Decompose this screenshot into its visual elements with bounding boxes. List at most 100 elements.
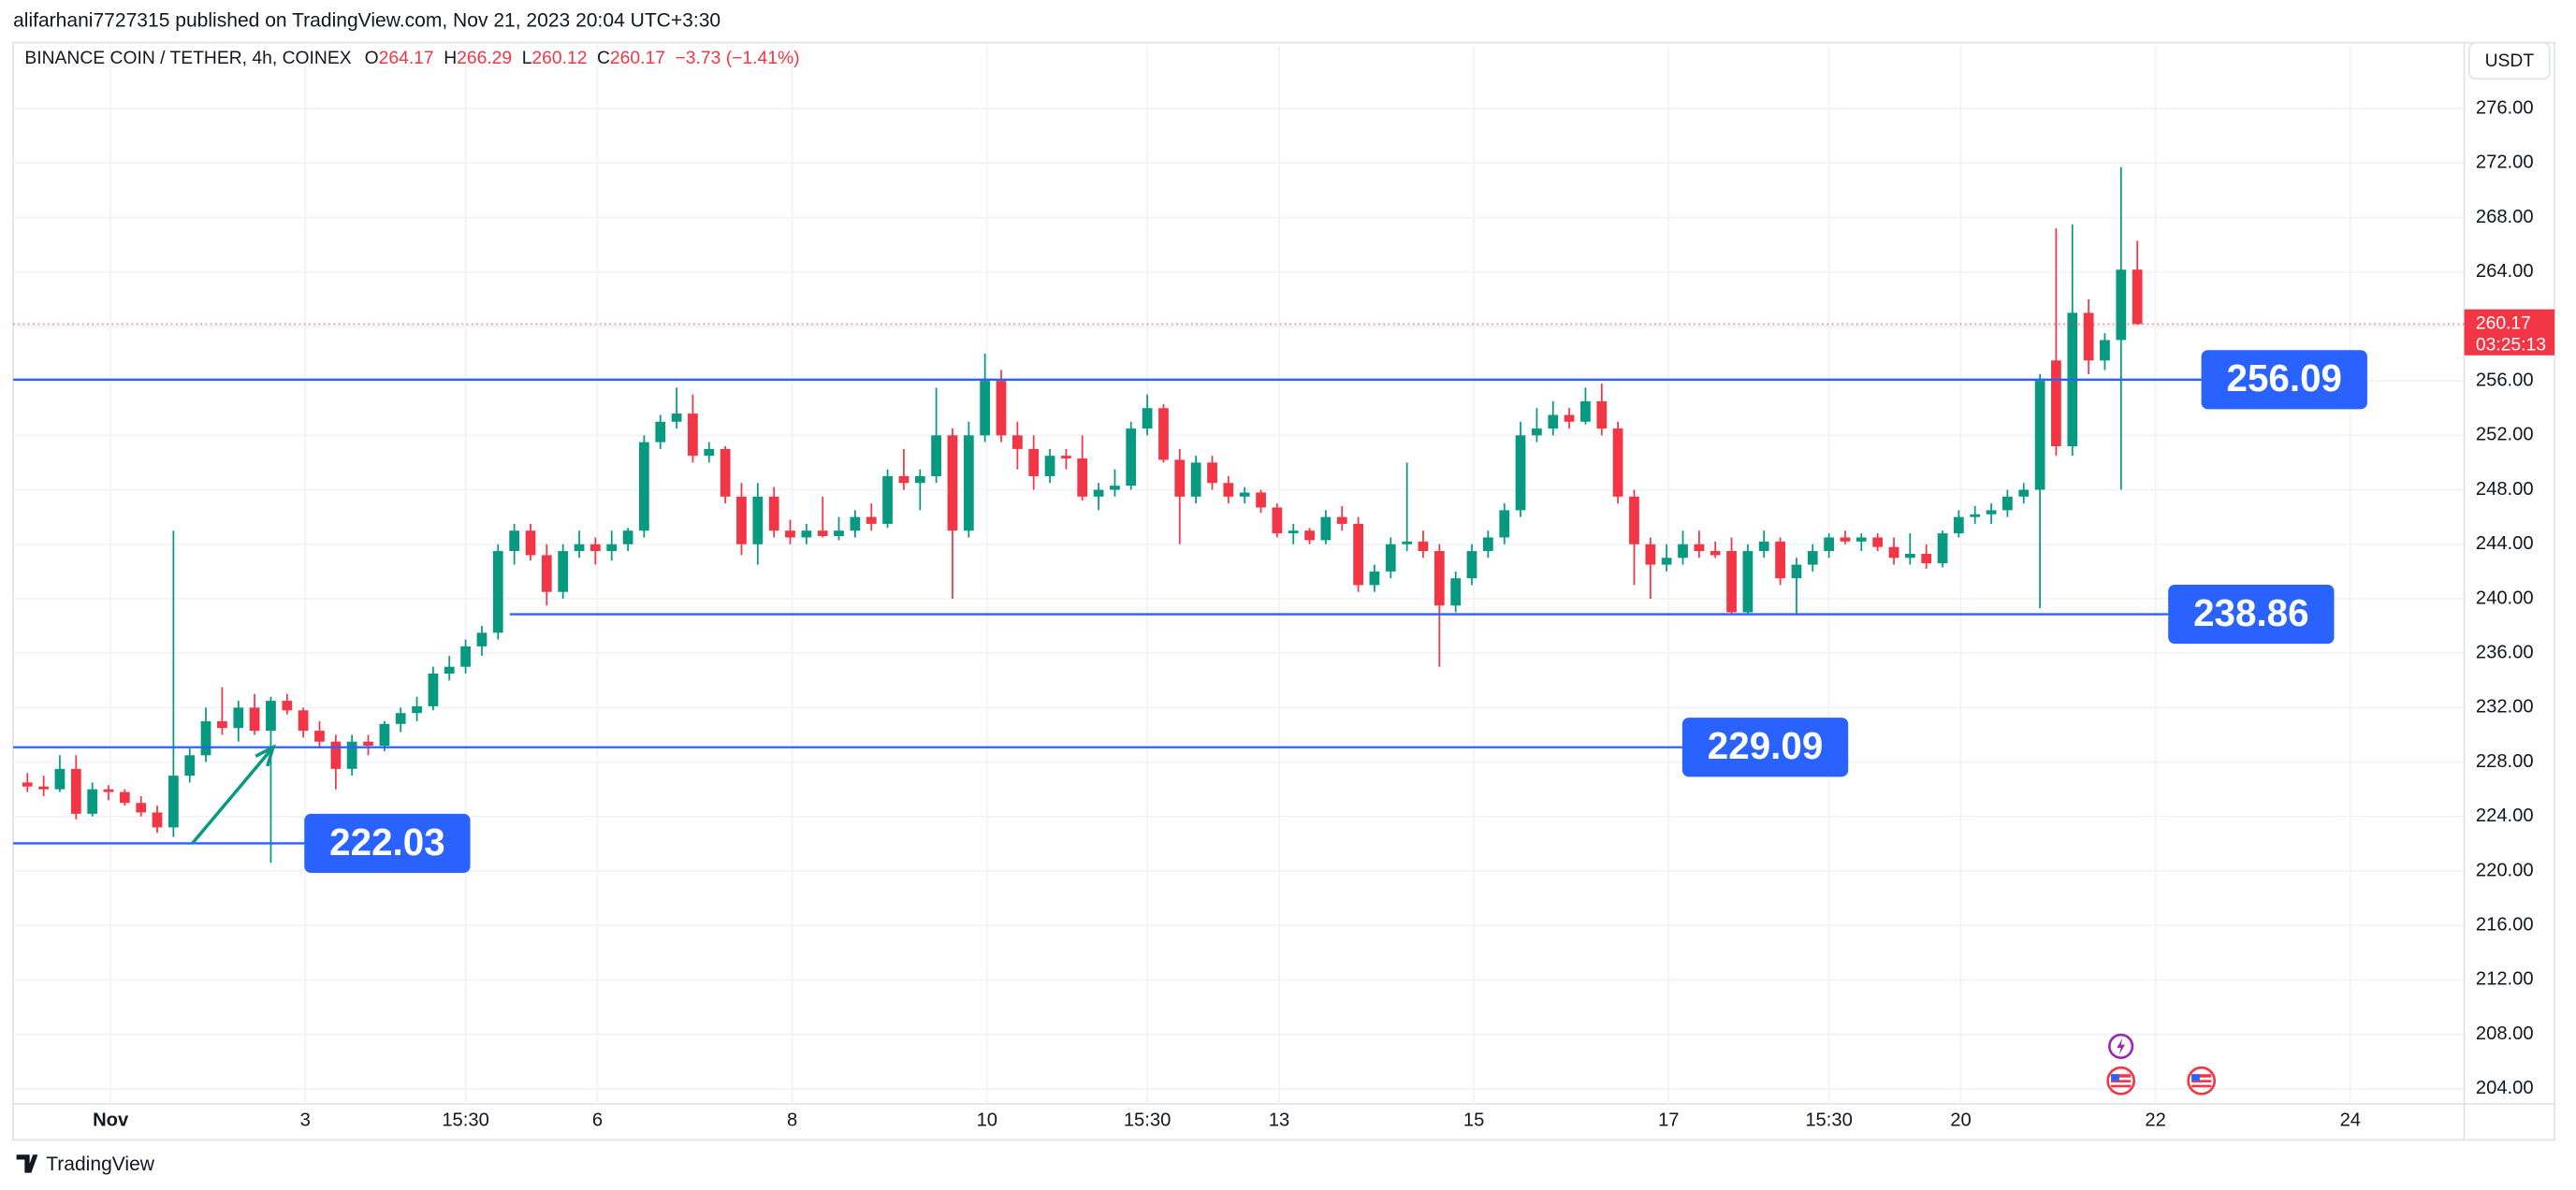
candle-body — [249, 707, 260, 732]
candle-body — [1758, 541, 1769, 552]
candle-body — [2100, 340, 2110, 361]
x-tick-label: 6 — [592, 1110, 603, 1131]
candle-body — [574, 544, 585, 552]
candle-body — [492, 551, 503, 633]
candle-body — [1028, 448, 1040, 476]
flag-stripe — [2191, 1082, 2212, 1085]
candle-body — [509, 530, 520, 552]
candle-body — [119, 791, 130, 804]
y-tick-label: 248.00 — [2476, 479, 2534, 500]
candle-body — [671, 414, 682, 422]
currency-button[interactable]: USDT — [2467, 41, 2551, 80]
candle-body — [1856, 537, 1867, 542]
candle-body — [980, 381, 990, 436]
candle-body — [70, 768, 81, 814]
x-tick-label: Nov — [93, 1110, 129, 1131]
flag-stripe — [2111, 1082, 2132, 1085]
candle-body — [1678, 544, 1688, 559]
candle-body — [298, 710, 309, 732]
candle-body — [1077, 458, 1088, 497]
candle-body — [720, 448, 731, 497]
y-tick-label: 224.00 — [2476, 805, 2534, 826]
candle-body — [1970, 514, 1981, 517]
y-tick-label: 212.00 — [2476, 969, 2534, 990]
candle-body — [87, 789, 98, 814]
candle-body — [314, 731, 325, 742]
candle-body — [2051, 360, 2061, 446]
candle-body — [200, 720, 211, 756]
y-tick-label: 244.00 — [2476, 533, 2534, 554]
candle-body — [1126, 428, 1137, 486]
candle-body — [1710, 551, 1721, 556]
chart-frame — [12, 41, 2556, 1141]
candle-body — [736, 496, 747, 544]
candle-body — [866, 516, 877, 524]
candle-body — [1888, 546, 1899, 559]
level-label-box — [2168, 584, 2335, 645]
y-tick-label: 208.00 — [2476, 1023, 2534, 1044]
y-tick-label: 264.00 — [2476, 261, 2534, 282]
candle-body — [136, 803, 147, 813]
candle-body — [2132, 269, 2143, 325]
candle-body — [1840, 537, 1851, 542]
candle-body — [655, 421, 666, 443]
candle-body — [1824, 537, 1834, 552]
candle-body — [1207, 462, 1217, 484]
candle-body — [1320, 516, 1332, 541]
candle-body — [217, 720, 227, 729]
x-tick-label: 15:30 — [442, 1110, 489, 1131]
candle-body — [1466, 551, 1477, 579]
candle-body — [1694, 544, 1705, 552]
candle-body — [1402, 541, 1413, 544]
candle-body — [558, 551, 569, 592]
level-label-box — [1681, 718, 1849, 777]
footer-brand: TradingView — [46, 1154, 155, 1175]
candle-body — [266, 701, 276, 732]
x-tick-label: 15:30 — [1124, 1110, 1172, 1131]
candle-body — [1645, 544, 1656, 565]
x-tick-label: 3 — [300, 1110, 311, 1131]
countdown-label: 03:25:13 — [2476, 335, 2546, 355]
candle-body — [1369, 571, 1380, 586]
x-tick-label: 15:30 — [1805, 1110, 1853, 1131]
flag-stripe — [2191, 1077, 2212, 1081]
legend: BINANCE COIN / TETHER, 4h, COINEX O264.17… — [24, 49, 799, 68]
candle-body — [768, 496, 779, 531]
candle-body — [1142, 408, 1153, 429]
flag-canton — [2191, 1074, 2200, 1081]
candle-body — [1385, 544, 1396, 572]
candle-body — [1548, 414, 1559, 429]
change-value: −3.73 (−1.41%) — [676, 49, 800, 68]
currency-button-box[interactable] — [2467, 41, 2551, 80]
currency-label[interactable]: USDT — [2485, 51, 2535, 71]
candle-body — [589, 544, 601, 552]
candle-body — [22, 782, 33, 787]
candle-body — [525, 530, 536, 556]
ohlc-letter: O — [365, 49, 379, 68]
candle-body — [688, 414, 698, 457]
candle-body — [1872, 537, 1884, 547]
candle-body — [1272, 507, 1283, 534]
candle-body — [1061, 456, 1071, 459]
candle-body — [914, 475, 925, 484]
publisher-header: alifarhani7727315 published on TradingVi… — [13, 9, 720, 31]
x-tick-label: 13 — [1269, 1110, 1289, 1131]
level-label: 256.09 — [2226, 356, 2342, 399]
candle-body — [1921, 553, 1932, 564]
candle-body — [460, 646, 471, 667]
candle-body — [1158, 408, 1169, 460]
candle-body — [184, 755, 196, 776]
candle-body — [1093, 489, 1104, 497]
logo-mark — [16, 1154, 38, 1173]
level-label-box — [2201, 350, 2367, 410]
x-tick-label: 24 — [2340, 1110, 2361, 1131]
y-tick-label: 228.00 — [2476, 751, 2534, 772]
candle-body — [38, 786, 50, 790]
candle-body — [2083, 312, 2094, 361]
candle-body — [1612, 428, 1623, 497]
y-tick-label: 276.00 — [2476, 97, 2534, 118]
candle-body — [1110, 486, 1120, 490]
current-price-label: 260.17 — [2476, 314, 2531, 334]
candle-body — [1239, 492, 1250, 497]
